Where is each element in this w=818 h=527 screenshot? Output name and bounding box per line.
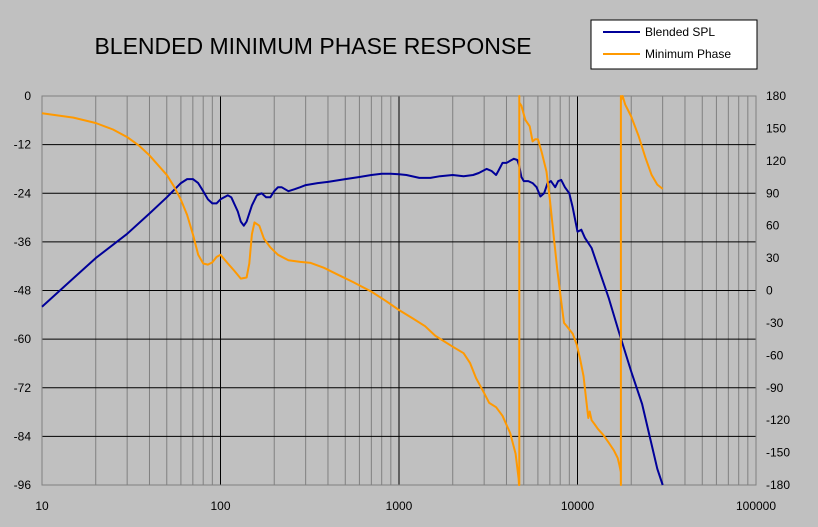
right-tick-label: -120: [766, 413, 790, 427]
left-tick-label: -96: [14, 478, 32, 492]
right-tick-label: 90: [766, 186, 780, 200]
legend: Blended SPL Minimum Phase: [590, 19, 758, 70]
left-axis-ticks: 0 -12 -24 -36 -48 -60 -72 -84 -96: [14, 89, 32, 492]
right-tick-label: 180: [766, 89, 786, 103]
right-tick-label: 120: [766, 154, 786, 168]
series-layer: [41, 95, 664, 486]
x-tick-label: 10000: [561, 499, 595, 513]
right-tick-label: 30: [766, 251, 780, 265]
x-tick-label: 100000: [736, 499, 776, 513]
left-tick-label: 0: [24, 89, 31, 103]
x-tick-label: 1000: [386, 499, 413, 513]
x-axis-ticks: 10 100 1000 10000 100000: [35, 499, 776, 513]
left-tick-label: -36: [14, 235, 32, 249]
legend-label-minimum-phase: Minimum Phase: [645, 47, 731, 61]
left-tick-label: -84: [14, 429, 32, 443]
right-tick-label: 0: [766, 284, 773, 298]
series-line-minimum-phase: [41, 95, 664, 486]
legend-label-blended-spl: Blended SPL: [645, 25, 715, 39]
series-line-blended-spl: [41, 157, 664, 486]
x-tick-label: 10: [35, 499, 49, 513]
right-tick-label: -150: [766, 446, 790, 460]
left-tick-label: -24: [14, 186, 32, 200]
left-tick-label: -72: [14, 381, 32, 395]
right-tick-label: 60: [766, 219, 780, 233]
chart-title: BLENDED MINIMUM PHASE RESPONSE: [94, 33, 531, 59]
right-tick-label: -180: [766, 478, 790, 492]
right-tick-label: -30: [766, 316, 784, 330]
right-tick-label: 150: [766, 121, 786, 135]
legend-box: [590, 19, 758, 70]
left-tick-label: -12: [14, 138, 32, 152]
grid: [41, 95, 756, 486]
right-axis-ticks: 180 150 120 90 60 30 0 -30 -60 -90 -120 -150 -180: [766, 89, 790, 492]
left-tick-label: -48: [14, 284, 32, 298]
right-tick-label: -60: [766, 348, 784, 362]
plot-border: [41, 95, 757, 486]
x-tick-label: 100: [210, 499, 230, 513]
right-tick-label: -90: [766, 381, 784, 395]
left-tick-label: -60: [14, 332, 32, 346]
